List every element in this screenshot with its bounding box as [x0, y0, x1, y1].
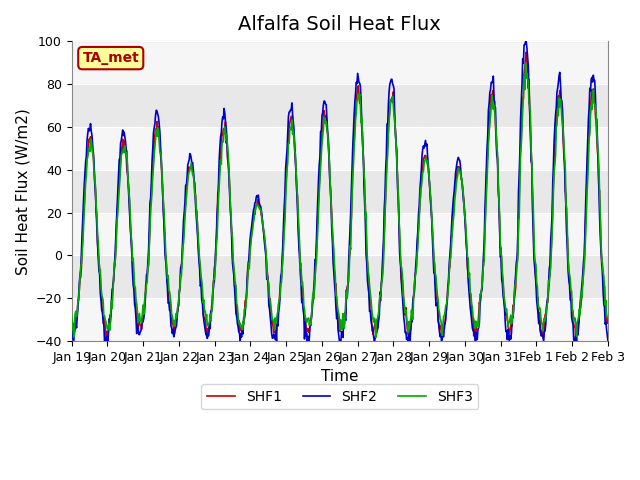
SHF3 — [522, 60, 529, 66]
SHF3 — [372, 335, 380, 340]
SHF2 — [103, 338, 111, 344]
SHF2 — [257, 204, 264, 209]
SHF1 — [396, 239, 403, 244]
Bar — [72, 213, 608, 255]
Legend: SHF1, SHF2, SHF3: SHF1, SHF2, SHF3 — [201, 384, 479, 409]
SHF1 — [131, 293, 139, 299]
Text: TA_met: TA_met — [83, 51, 139, 65]
SHF3 — [229, 257, 237, 263]
Bar — [72, 298, 608, 341]
Line: SHF2: SHF2 — [72, 41, 608, 341]
SHF3 — [68, 314, 76, 320]
SHF2 — [396, 250, 403, 256]
SHF1 — [257, 204, 264, 209]
SHF2 — [68, 337, 76, 343]
Bar — [72, 127, 608, 170]
Bar — [72, 41, 608, 84]
SHF2 — [604, 338, 612, 344]
SHF1 — [230, 271, 237, 276]
SHF2 — [277, 274, 285, 279]
Line: SHF3: SHF3 — [72, 63, 608, 337]
SHF1 — [277, 278, 285, 284]
SHF3 — [426, 182, 433, 188]
SHF2 — [230, 273, 237, 279]
SHF1 — [102, 337, 109, 343]
Y-axis label: Soil Heat Flux (W/m2): Soil Heat Flux (W/m2) — [15, 108, 30, 275]
SHF2 — [522, 38, 530, 44]
SHF3 — [396, 226, 403, 232]
SHF3 — [276, 294, 284, 300]
SHF3 — [131, 284, 138, 290]
SHF1 — [68, 322, 76, 327]
SHF1 — [522, 49, 530, 55]
X-axis label: Time: Time — [321, 370, 358, 384]
SHF1 — [426, 184, 433, 190]
SHF1 — [604, 316, 612, 322]
SHF2 — [131, 305, 139, 311]
Title: Alfalfa Soil Heat Flux: Alfalfa Soil Heat Flux — [239, 15, 441, 34]
SHF3 — [604, 315, 612, 321]
Line: SHF1: SHF1 — [72, 52, 608, 340]
SHF3 — [256, 206, 264, 212]
SHF2 — [426, 182, 433, 188]
